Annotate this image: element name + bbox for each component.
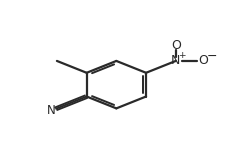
Text: N: N (171, 55, 180, 67)
Text: N: N (47, 104, 55, 117)
Text: O: O (198, 55, 208, 67)
Text: +: + (178, 51, 185, 60)
Text: O: O (171, 39, 181, 52)
Text: −: − (206, 50, 217, 63)
